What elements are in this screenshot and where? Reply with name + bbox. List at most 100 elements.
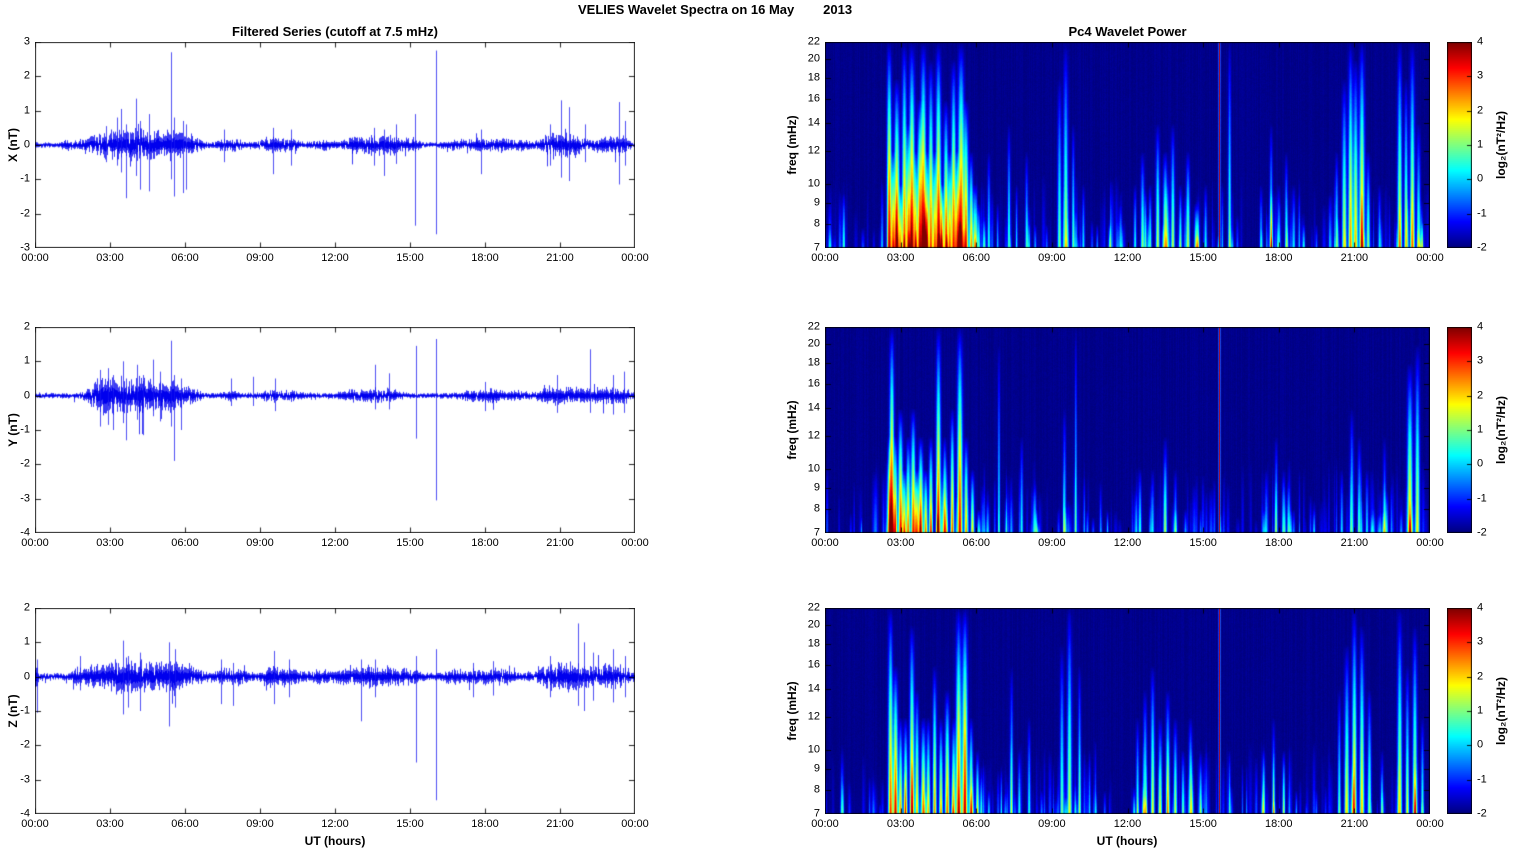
- y-tick-label: 1: [23, 354, 30, 367]
- x-tick-label: 09:00: [1038, 252, 1066, 264]
- x-tick-label: 18:00: [1264, 818, 1293, 830]
- freq-ylabel-bottom: freq (mHz): [785, 681, 799, 741]
- colorbar-tick-label: 1: [1477, 704, 1484, 717]
- y-tick-label: -1: [20, 172, 30, 185]
- x-tick-label: 00:00: [621, 818, 649, 830]
- x-tick-label: 03:00: [886, 252, 915, 264]
- z-wavelet-spectrogram: [825, 608, 1430, 814]
- freq-tick-label: 20: [807, 52, 820, 65]
- freq-tick-label: 9: [813, 196, 820, 209]
- y-series-ylabel: Y (nT): [6, 413, 20, 447]
- y-tick-label: 0: [23, 670, 30, 683]
- x-tick-label: 09:00: [246, 252, 274, 264]
- x-tick-label: 00:00: [811, 252, 839, 264]
- colorbar-tick-label: 0: [1477, 172, 1484, 185]
- freq-tick-label: 7: [813, 241, 820, 254]
- colorbar-tick-label: 3: [1477, 69, 1484, 82]
- x-tick-label: 03:00: [96, 818, 124, 830]
- y-tick-label: -2: [20, 457, 30, 470]
- x-tick-label: 18:00: [471, 818, 499, 830]
- right-column-title: Pc4 Wavelet Power: [1068, 24, 1187, 39]
- x-tick-label: 09:00: [246, 537, 274, 549]
- x-tick-label: 00:00: [811, 818, 839, 830]
- colorbar-tick-label: 0: [1477, 457, 1484, 470]
- x-tick-label: 18:00: [471, 252, 499, 264]
- y-tick-label: 0: [23, 389, 30, 402]
- x-tick-label: 15:00: [396, 252, 424, 264]
- x-tick-label: 12:00: [1113, 818, 1142, 830]
- left-xaxis-label: UT (hours): [304, 834, 366, 848]
- colorbar-middle: [1447, 327, 1472, 533]
- x-tick-label: 15:00: [396, 537, 424, 549]
- freq-tick-label: 16: [807, 658, 820, 671]
- y-tick-label: -3: [20, 492, 30, 505]
- x-tick-label: 03:00: [886, 818, 915, 830]
- y-tick-label: -2: [20, 738, 30, 751]
- y-tick-label: -2: [20, 207, 30, 220]
- freq-tick-label: 12: [807, 710, 820, 723]
- freq-tick-label: 12: [807, 429, 820, 442]
- freq-tick-label: 8: [813, 783, 820, 796]
- x-tick-label: 00:00: [811, 537, 839, 549]
- x-tick-label: 00:00: [21, 252, 49, 264]
- x-tick-label: 12:00: [321, 537, 349, 549]
- y-tick-label: -4: [20, 807, 30, 820]
- colorbar-tick-label: 1: [1477, 138, 1484, 151]
- colorbar-bottom: [1447, 608, 1472, 814]
- x-tick-label: 00:00: [621, 537, 649, 549]
- x-tick-label: 00:00: [1416, 537, 1444, 549]
- freq-tick-label: 9: [813, 762, 820, 775]
- y-tick-label: -3: [20, 241, 30, 254]
- y-tick-label: 1: [23, 635, 30, 648]
- colorbar-tick-label: 3: [1477, 354, 1484, 367]
- freq-tick-label: 22: [807, 320, 820, 333]
- y-tick-label: -3: [20, 773, 30, 786]
- x-tick-label: 00:00: [21, 818, 49, 830]
- freq-tick-label: 7: [813, 526, 820, 539]
- x-tick-label: 00:00: [621, 252, 649, 264]
- colorbar-tick-label: 4: [1477, 601, 1484, 614]
- freq-tick-label: 22: [807, 601, 820, 614]
- freq-tick-label: 10: [807, 462, 820, 475]
- y-tick-label: 2: [23, 320, 30, 333]
- x-tick-label: 21:00: [1340, 252, 1369, 264]
- colorbar-tick-label: -2: [1477, 526, 1487, 539]
- freq-tick-label: 10: [807, 177, 820, 190]
- y-tick-label: -4: [20, 526, 30, 539]
- x-tick-label: 09:00: [1038, 818, 1066, 830]
- freq-tick-label: 20: [807, 618, 820, 631]
- freq-tick-label: 18: [807, 356, 820, 369]
- freq-tick-label: 20: [807, 337, 820, 350]
- x-tick-label: 00:00: [1416, 252, 1444, 264]
- freq-tick-label: 16: [807, 377, 820, 390]
- colorbar-tick-label: 4: [1477, 35, 1484, 48]
- x-tick-label: 09:00: [1038, 537, 1066, 549]
- y-wavelet-spectrogram: [825, 327, 1430, 533]
- right-xaxis-label: UT (hours): [1096, 834, 1158, 848]
- y-tick-label: 2: [23, 69, 30, 82]
- x-tick-label: 18:00: [1264, 252, 1293, 264]
- x-tick-label: 15:00: [396, 818, 424, 830]
- x-tick-label: 06:00: [171, 252, 199, 264]
- colorbar-tick-label: 2: [1477, 389, 1484, 402]
- y-tick-label: 0: [23, 138, 30, 151]
- x-tick-label: 03:00: [96, 537, 124, 549]
- x-tick-label: 21:00: [1340, 818, 1369, 830]
- colorbar-tick-label: -1: [1477, 773, 1487, 786]
- x-tick-label: 06:00: [962, 252, 991, 264]
- freq-tick-label: 8: [813, 502, 820, 515]
- z-series-plot: [35, 608, 635, 814]
- colorbar-tick-label: -2: [1477, 241, 1487, 254]
- freq-tick-label: 18: [807, 71, 820, 84]
- x-tick-label: 00:00: [1416, 818, 1444, 830]
- x-tick-label: 21:00: [546, 252, 574, 264]
- y-tick-label: -1: [20, 423, 30, 436]
- x-tick-label: 15:00: [1189, 252, 1217, 264]
- freq-tick-label: 22: [807, 35, 820, 48]
- freq-tick-label: 7: [813, 807, 820, 820]
- colorbar-tick-label: 2: [1477, 670, 1484, 683]
- freq-tick-label: 14: [807, 116, 820, 129]
- freq-ylabel-top: freq (mHz): [785, 115, 799, 175]
- colorbar-label-middle: log₂(nT²/Hz): [1494, 396, 1508, 464]
